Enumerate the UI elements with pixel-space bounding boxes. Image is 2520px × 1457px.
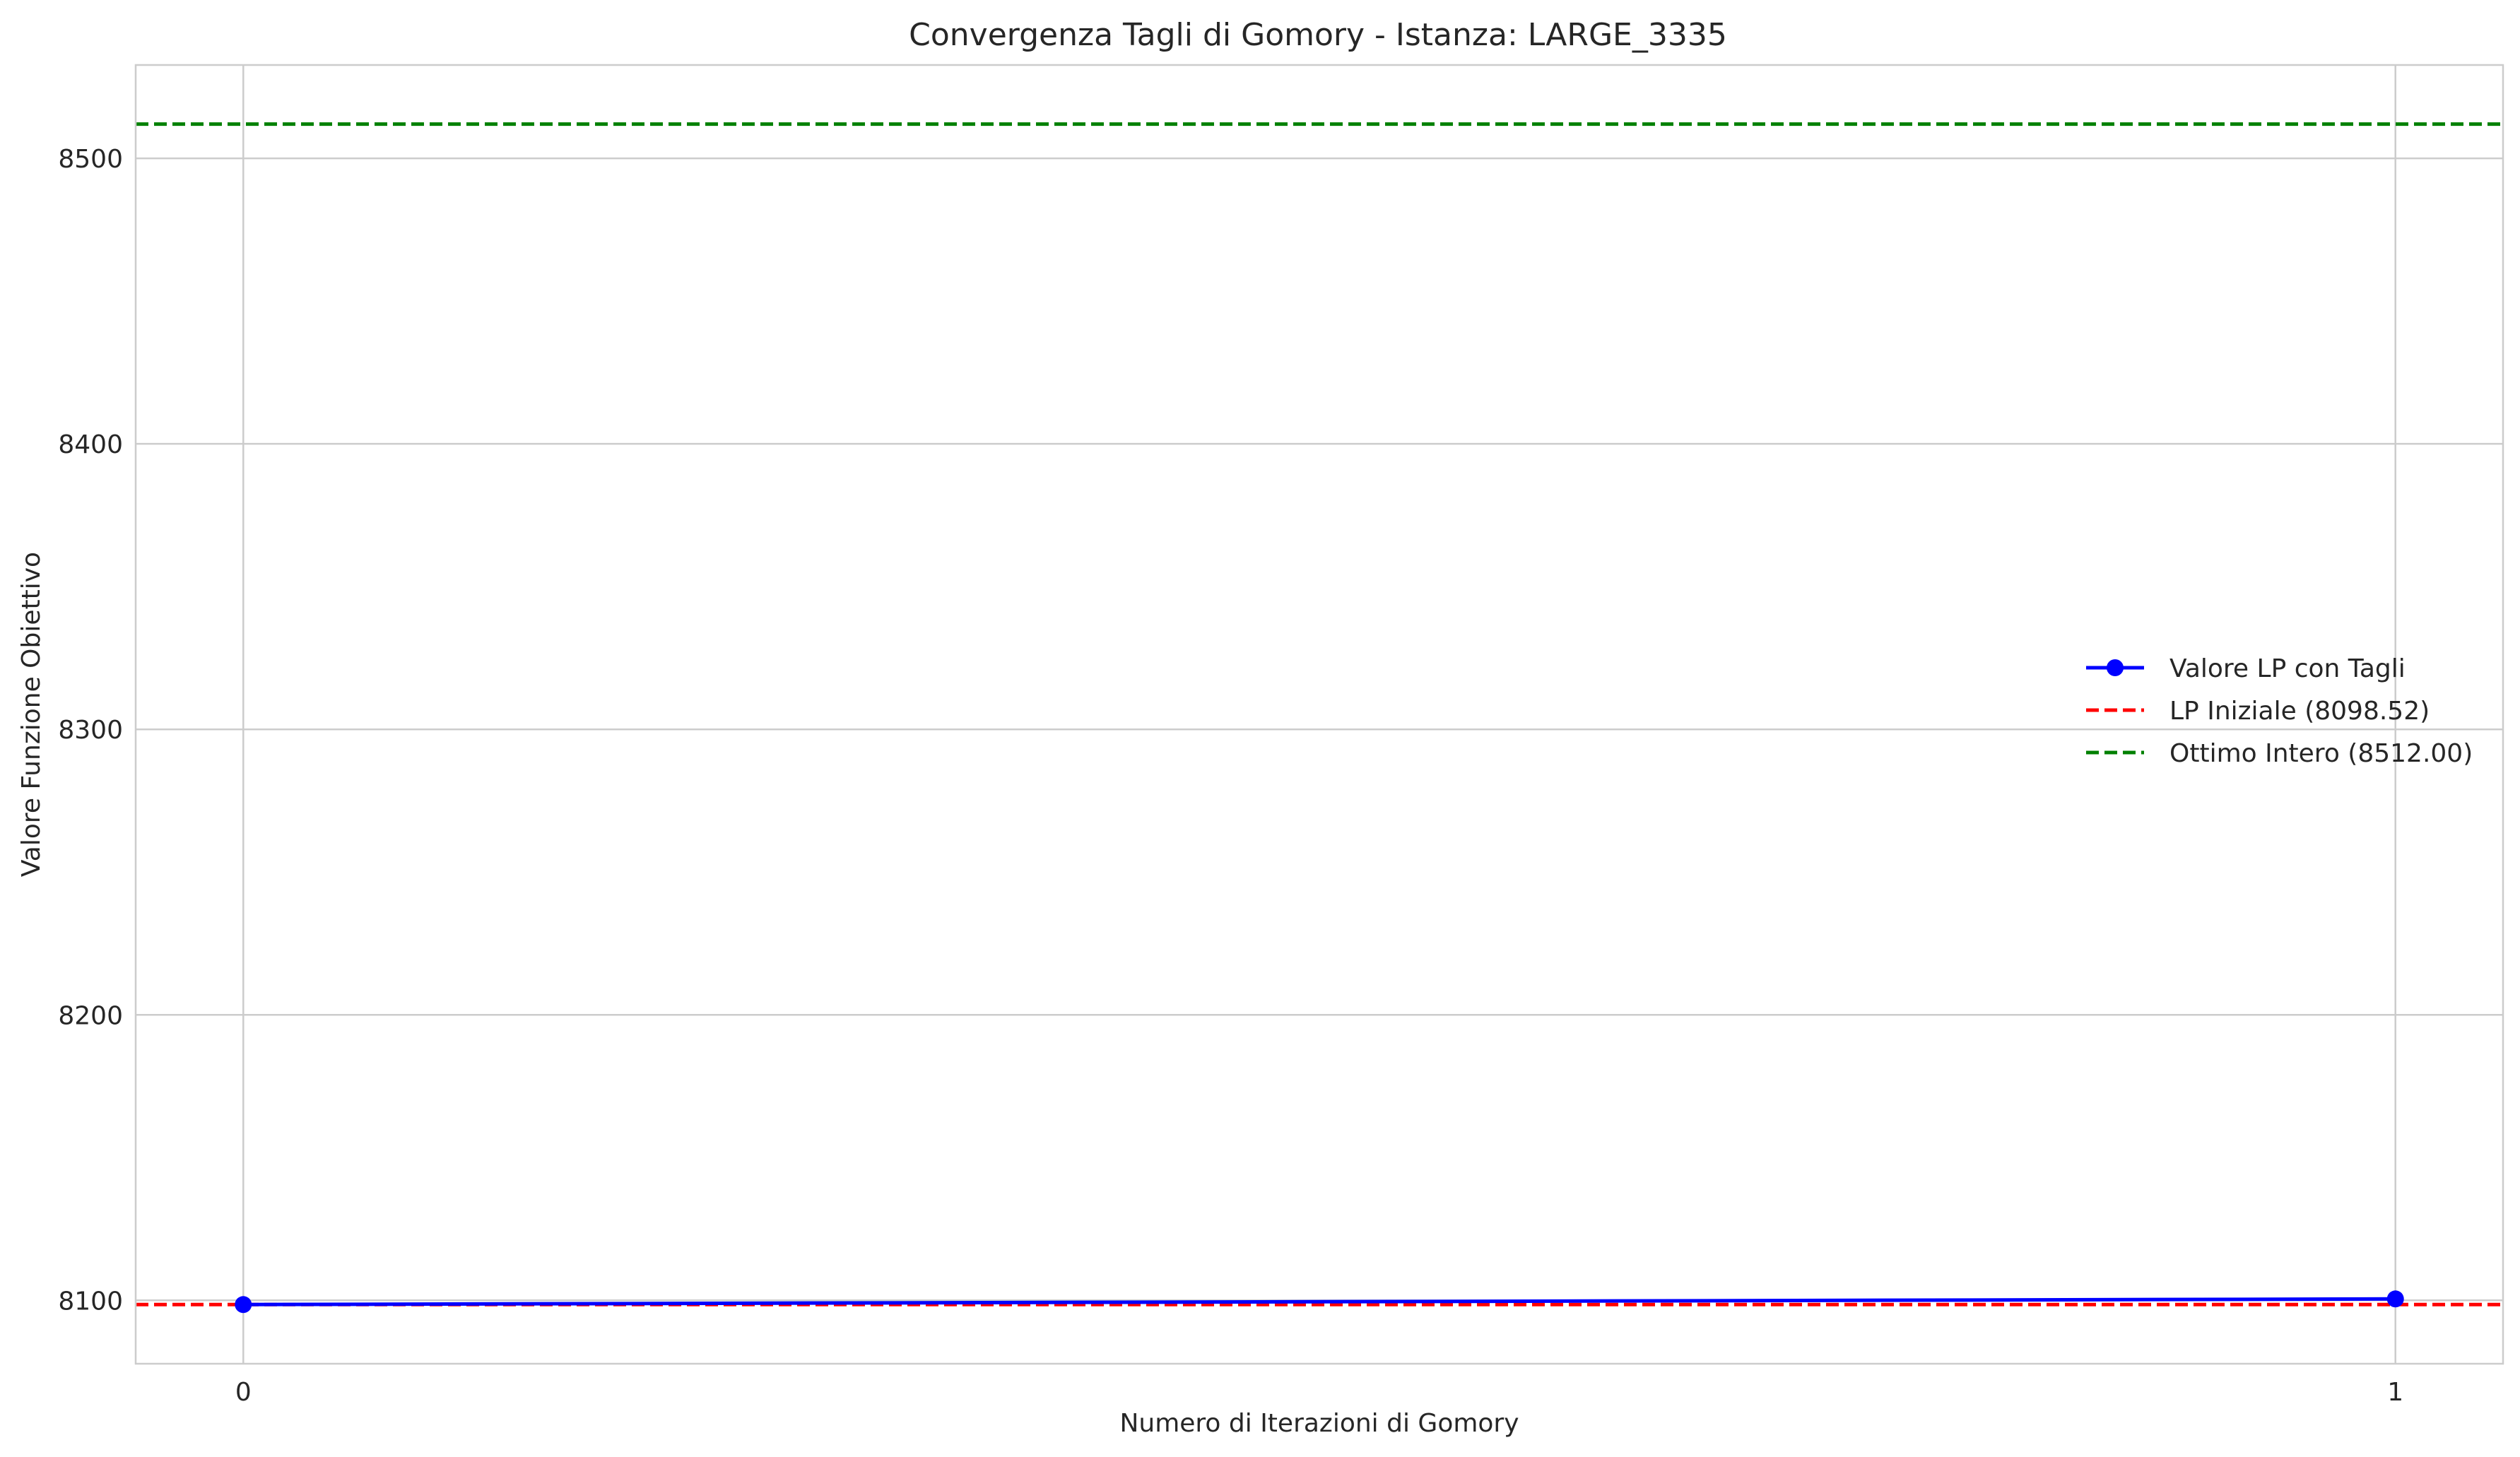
data-point <box>2386 1290 2404 1308</box>
chart-title: Convergenza Tagli di Gomory - Istanza: L… <box>909 17 1727 53</box>
x-tick-label: 1 <box>2387 1378 2403 1407</box>
legend-label: LP Iniziale (8098.52) <box>2169 697 2430 726</box>
legend: Valore LP con Tagli LP Iniziale (8098.52)… <box>2086 654 2473 768</box>
data-point <box>235 1296 252 1314</box>
plot-background <box>136 65 2503 1364</box>
x-axis-label: Numero di Iterazioni di Gomory <box>1119 1409 1519 1438</box>
legend-label: Valore LP con Tagli <box>2169 654 2406 683</box>
plot-frame <box>134 64 2504 1365</box>
legend-label: Ottimo Intero (8512.00) <box>2169 739 2473 768</box>
series-layer <box>235 1290 2404 1314</box>
y-tick-label: 8400 <box>58 430 123 459</box>
legend-marker <box>2107 659 2124 676</box>
plot-area <box>134 64 2504 1365</box>
y-tick-label: 8100 <box>58 1287 123 1316</box>
y-axis-label: Valore Funzione Obiettivo <box>17 552 46 877</box>
grid-lines <box>136 65 2503 1364</box>
y-tick-label: 8200 <box>58 1001 123 1030</box>
y-tick-label: 8500 <box>58 145 123 174</box>
y-tick-label: 8300 <box>58 716 123 745</box>
x-tick-label: 0 <box>235 1378 252 1407</box>
y-axis-ticks: 8100 8200 8300 8400 8500 <box>58 145 123 1316</box>
series-line <box>243 1297 2396 1306</box>
